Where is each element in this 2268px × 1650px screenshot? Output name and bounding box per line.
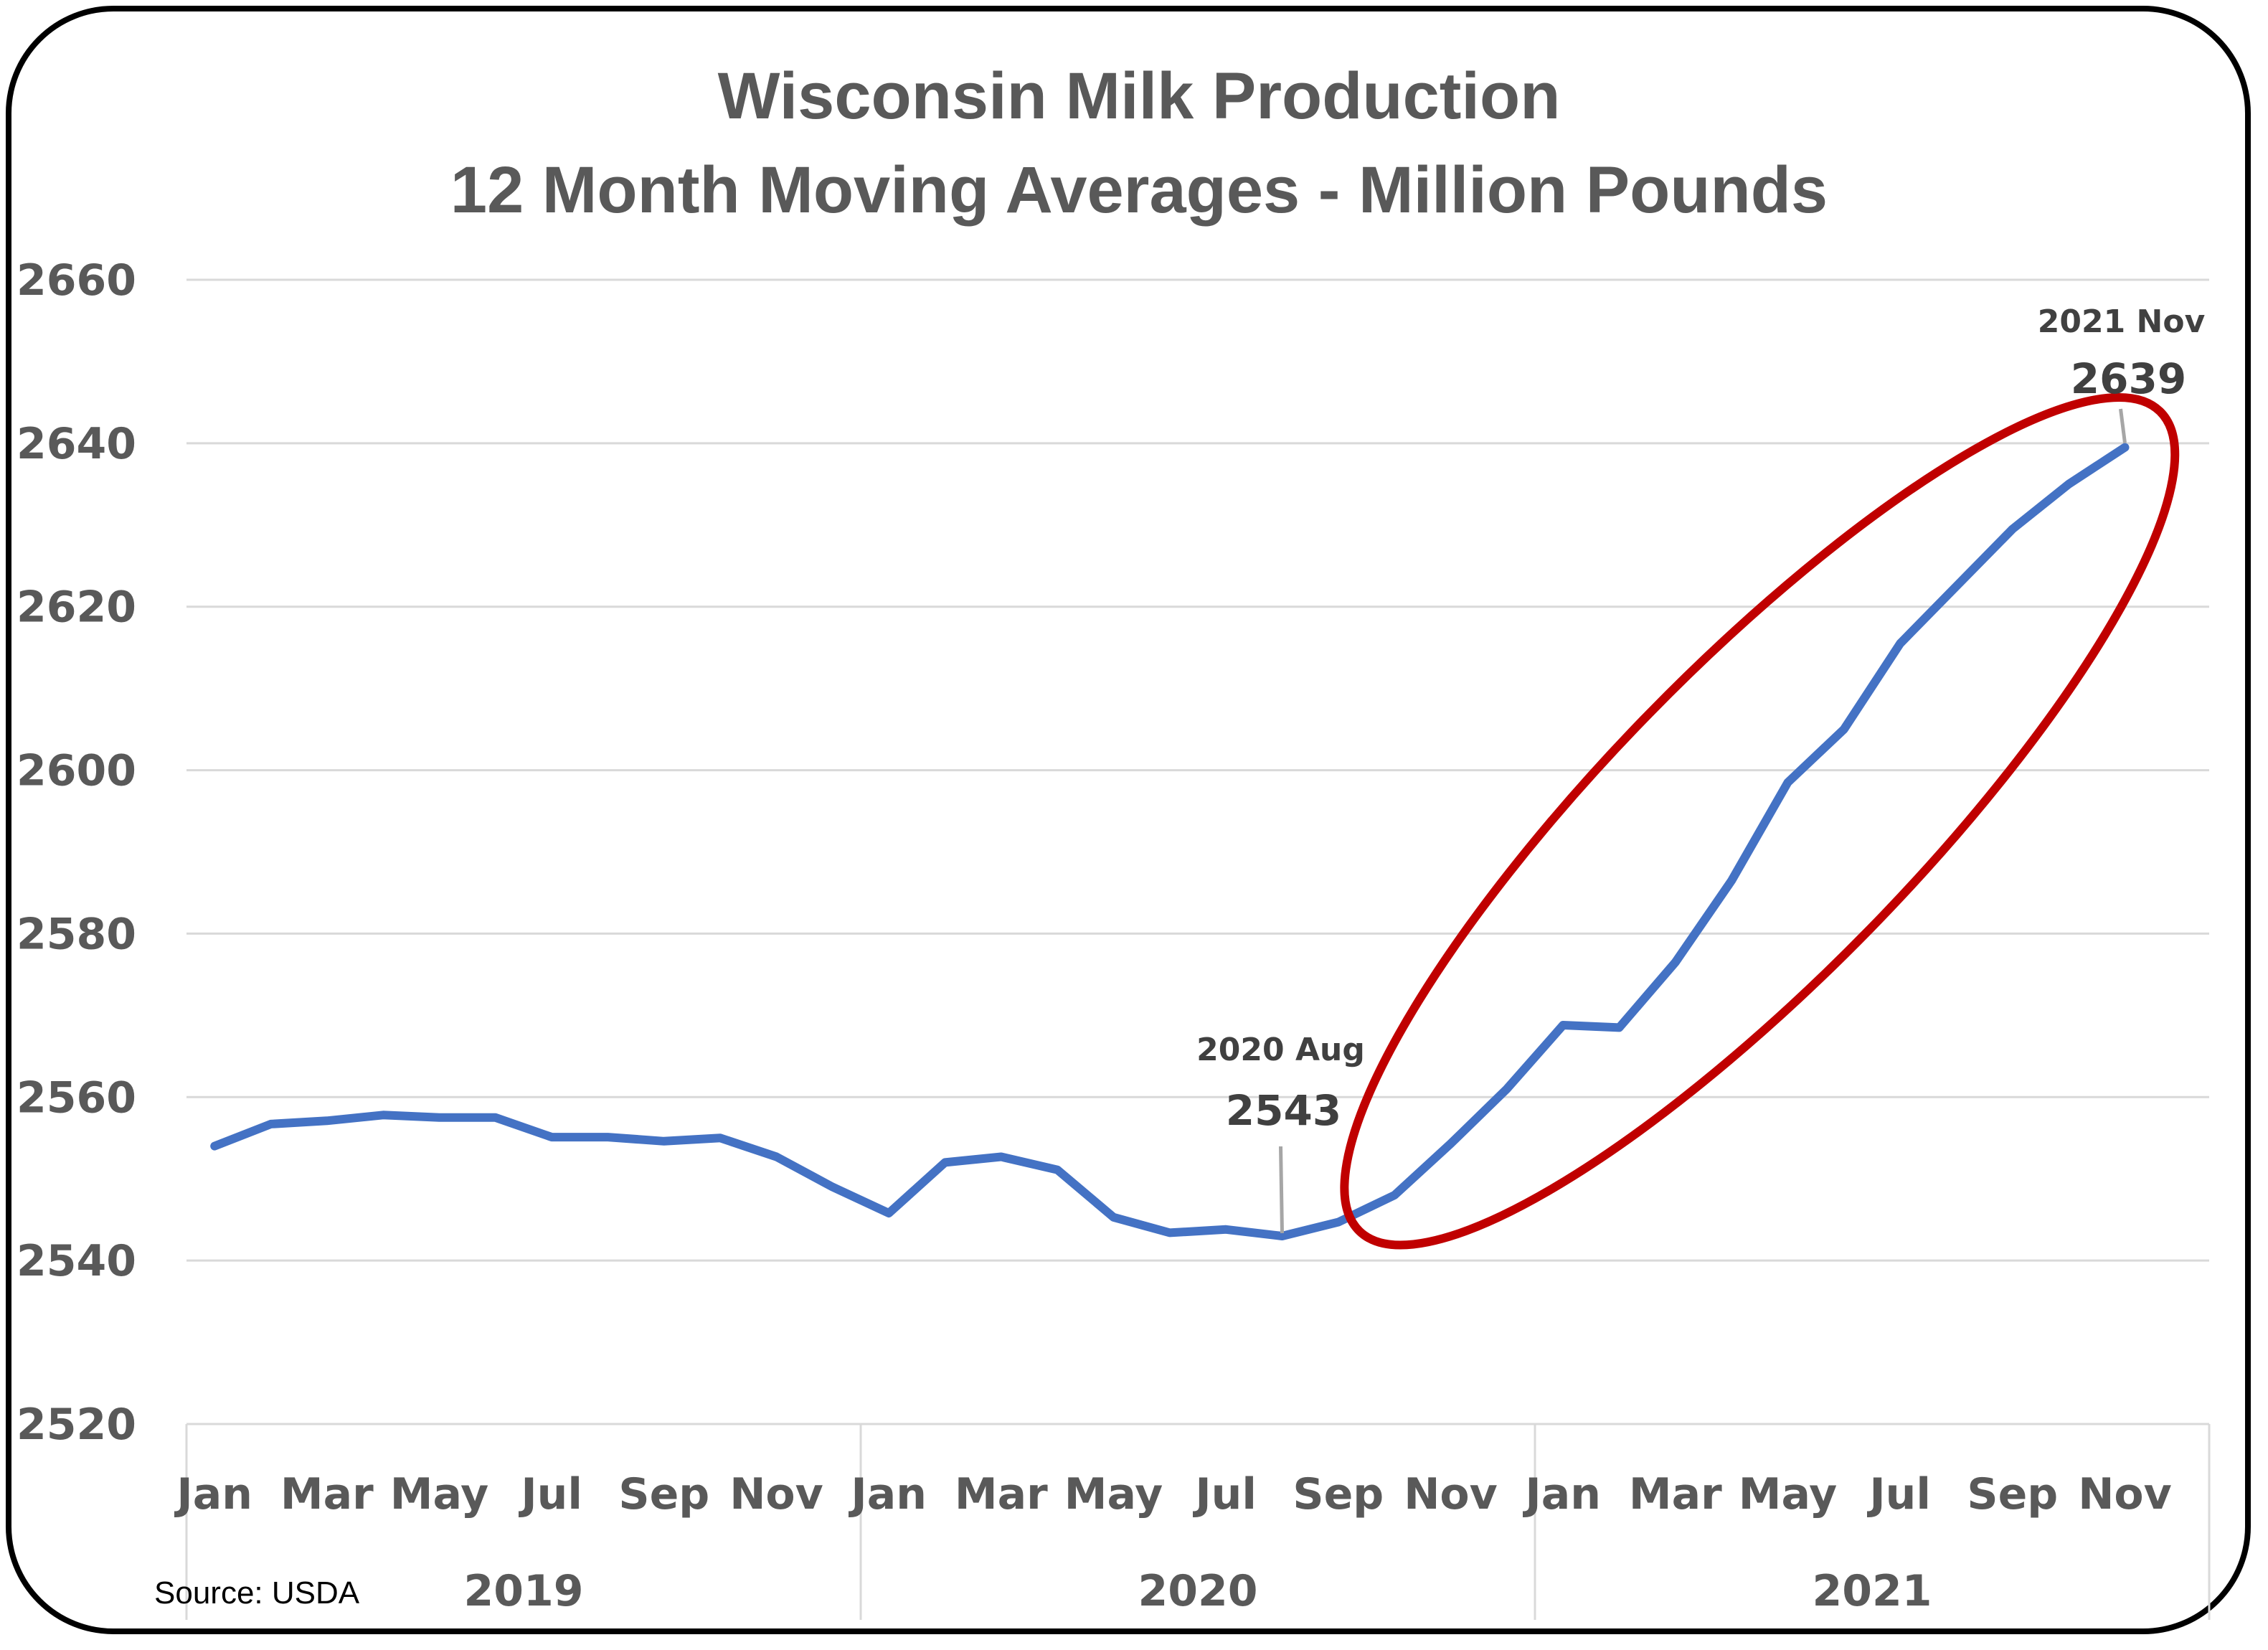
y-tick-label-2620: 2620 [16, 583, 136, 633]
x-tick-label-2019-nov: Nov [729, 1469, 823, 1519]
data-point-2020-06 [1166, 1230, 1173, 1236]
annotations-layer: 2020 Aug 2543 2021 Nov 2639 [1196, 303, 2206, 1234]
x-tick-label-2021-jan: Jan [1522, 1469, 1601, 1519]
data-point-2021-06 [1841, 726, 1847, 732]
data-point-2021-07 [1897, 640, 1904, 646]
y-tick-label-2600: 2600 [16, 746, 136, 796]
gridlines [186, 278, 2209, 1425]
annotation-leader-2020-08 [1279, 1146, 1284, 1234]
data-point-2020-05 [1110, 1214, 1117, 1220]
data-point-2019-11 [773, 1154, 780, 1160]
y-tick-label-2540: 2540 [16, 1236, 136, 1286]
x-tick-label-2020-nov: Nov [1404, 1469, 1498, 1519]
data-point-2020-03 [998, 1154, 1004, 1160]
data-point-2019-02 [268, 1121, 274, 1127]
data-point-2021-11 [2122, 444, 2128, 451]
x-tick-label-2021-jul: Jul [1866, 1469, 1931, 1519]
data-point-2021-09 [2009, 526, 2016, 532]
data-point-2020-12 [1503, 1085, 1510, 1092]
y-tick-label-2580: 2580 [16, 909, 136, 959]
year-label-2020: 2020 [1138, 1566, 1258, 1616]
data-point-2021-02 [1616, 1024, 1622, 1031]
x-tick-label-2020-jan: Jan [848, 1469, 927, 1519]
data-point-2021-04 [1729, 877, 1735, 884]
data-point-2019-10 [717, 1135, 724, 1141]
data-point-2019-09 [661, 1138, 667, 1144]
chart-title-line-1: Wisconsin Milk Production [718, 60, 1561, 133]
x-tick-label-2021-mar: Mar [1629, 1469, 1722, 1519]
x-tick-label-2019-mar: Mar [280, 1469, 374, 1519]
data-point-2020-04 [1054, 1166, 1061, 1173]
data-point-2021-03 [1672, 959, 1678, 966]
data-point-2019-08 [605, 1134, 611, 1141]
data-point-2020-11 [1447, 1141, 1454, 1147]
x-tick-label-2019-sep: Sep [618, 1469, 709, 1519]
x-tick-label-2020-mar: Mar [955, 1469, 1048, 1519]
data-point-2020-10 [1391, 1192, 1398, 1198]
chart-title-line-2: 12 Month Moving Averages - Million Pound… [450, 154, 1828, 227]
data-point-2021-08 [1953, 583, 1960, 590]
annotation-value-2020-08: 2543 [1226, 1086, 1341, 1135]
highlight-ellipse [1340, 393, 2180, 1250]
data-point-2020-01 [886, 1210, 892, 1217]
x-tick-label-2019-jan: Jan [174, 1469, 252, 1519]
y-axis-ticks: 2520 2540 2560 2580 2600 2620 2640 2660 [16, 255, 136, 1450]
data-point-2019-01 [212, 1143, 218, 1149]
x-tick-label-2021-nov: Nov [2078, 1469, 2172, 1519]
chart-frame [6, 6, 2251, 1634]
data-point-2020-08 [1279, 1232, 1285, 1239]
year-label-2019: 2019 [464, 1566, 584, 1616]
x-tick-label-2019-may: May [390, 1469, 488, 1519]
data-point-2020-02 [942, 1159, 948, 1166]
data-point-2021-10 [2066, 481, 2072, 487]
x-tick-label-2020-jul: Jul [1192, 1469, 1257, 1519]
annotation-value-2021-11: 2639 [2071, 354, 2186, 403]
annotation-leader-2021-11 [2119, 408, 2127, 443]
x-tick-label-2020-may: May [1064, 1469, 1163, 1519]
x-axis: Jan Mar May Jul Sep Nov 2019 Jan Mar May Jul Sep Nov… [174, 1424, 2211, 1620]
x-tick-label-2019-jul: Jul [518, 1469, 582, 1519]
data-point-2019-06 [492, 1114, 499, 1121]
y-tick-label-2660: 2660 [16, 255, 136, 306]
series-line-0 [210, 443, 2130, 1240]
data-point-2019-03 [323, 1118, 330, 1124]
y-tick-label-2560: 2560 [16, 1072, 136, 1123]
source-note: Source: USDA [154, 1575, 360, 1611]
annotation-label-2021-11: 2021 Nov [2038, 303, 2206, 340]
data-point-2021-01 [1560, 1022, 1567, 1029]
x-tick-label-2020-sep: Sep [1293, 1469, 1384, 1519]
y-tick-label-2640: 2640 [16, 419, 136, 469]
x-tick-label-2021-may: May [1739, 1469, 1837, 1519]
data-point-2019-07 [549, 1134, 555, 1141]
series-layer [210, 443, 2130, 1240]
year-label-2021: 2021 [1813, 1566, 1932, 1616]
data-point-2021-05 [1785, 779, 1791, 786]
data-point-2019-12 [829, 1184, 836, 1190]
data-point-2019-05 [436, 1114, 443, 1121]
highlight-layer [1340, 393, 2180, 1250]
y-tick-label-2520: 2520 [16, 1400, 136, 1450]
data-point-2019-04 [380, 1112, 387, 1118]
data-point-2020-07 [1223, 1226, 1229, 1232]
data-point-2020-09 [1335, 1219, 1341, 1225]
annotation-label-2020-08: 2020 Aug [1196, 1032, 1365, 1068]
x-tick-label-2021-sep: Sep [1967, 1469, 2058, 1519]
